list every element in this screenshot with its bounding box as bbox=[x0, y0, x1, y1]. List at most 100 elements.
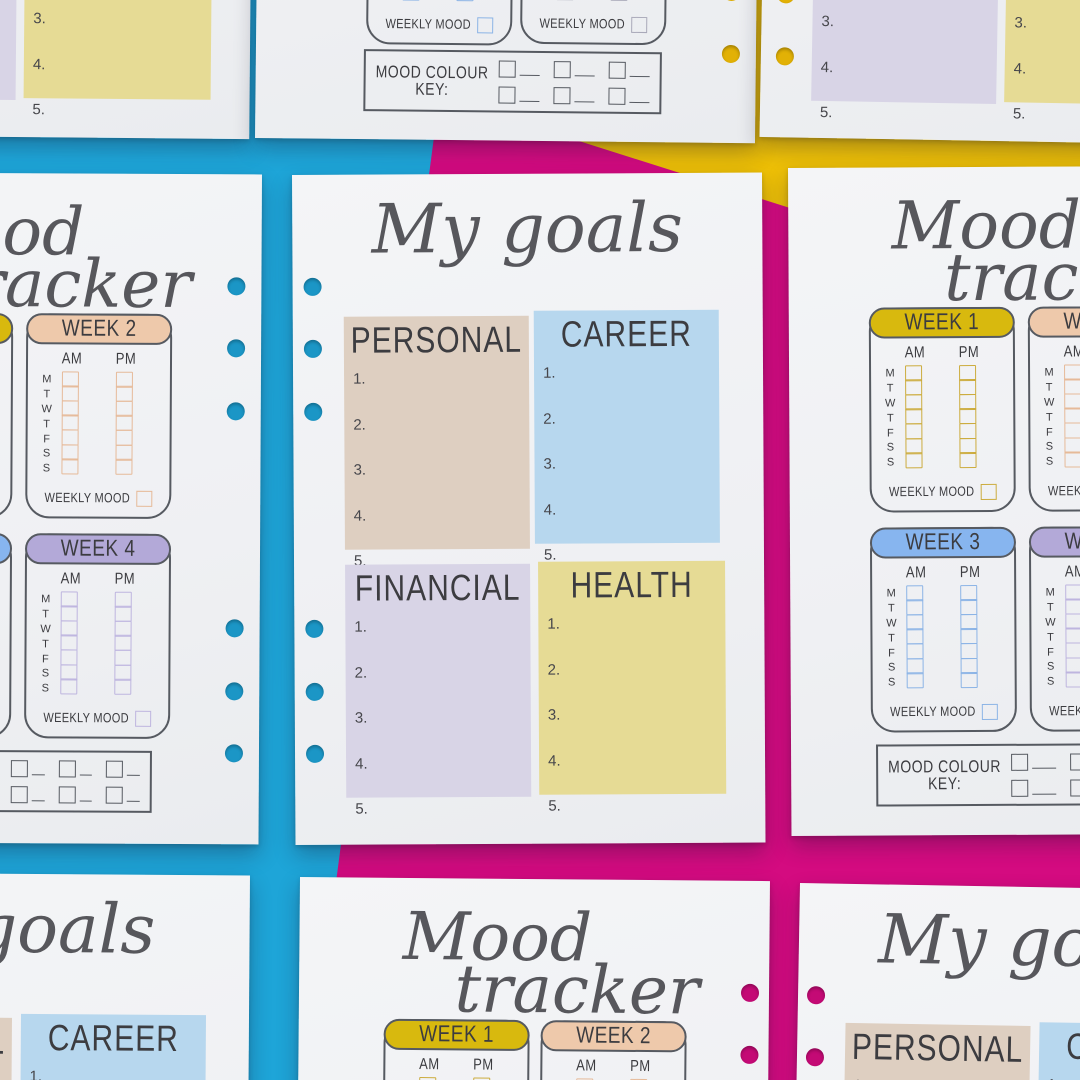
checkbox bbox=[456, 0, 474, 2]
week-label: WEEK 2 bbox=[576, 1022, 652, 1049]
goal-box-title: FINANCIAL bbox=[345, 568, 530, 609]
list-item-label: T bbox=[43, 417, 51, 431]
list-item-label: 4. bbox=[1013, 59, 1027, 78]
goal-box-title: PERSONAL bbox=[0, 1021, 12, 1062]
pm-label: PM bbox=[114, 569, 136, 588]
checkbox bbox=[960, 599, 978, 616]
list-item-label: F bbox=[886, 427, 894, 440]
checkbox bbox=[1064, 378, 1080, 395]
list-item-label: W bbox=[884, 397, 896, 410]
weekly-mood-row: WEEKLY MOOD bbox=[26, 710, 168, 727]
goal-box-personal: PERSONAL 1.2.3.4.5. bbox=[343, 315, 530, 570]
list-item-label: M bbox=[1044, 366, 1054, 379]
week-label: WEEK 3 bbox=[905, 529, 981, 556]
list-item-label: S bbox=[41, 667, 50, 680]
list-item-label: F bbox=[43, 432, 50, 445]
binder-hole bbox=[776, 0, 796, 4]
key-checkbox bbox=[608, 61, 626, 79]
key-checkbox bbox=[1010, 753, 1029, 771]
list-item-label: 4. bbox=[355, 755, 368, 773]
list-item-label: 4. bbox=[548, 752, 561, 770]
key-entry bbox=[1069, 752, 1080, 771]
list-item-label: 3. bbox=[1014, 14, 1028, 32]
list-item-label: F bbox=[888, 647, 895, 660]
weekly-mood-row: WEEKLY MOOD bbox=[873, 703, 1015, 721]
binder-hole bbox=[224, 744, 244, 763]
goal-box-label: PERSONAL bbox=[0, 1020, 6, 1063]
binder-hole bbox=[721, 44, 741, 64]
goal-box-title: CAREER bbox=[21, 1018, 206, 1059]
list-item-label: T bbox=[1047, 631, 1054, 644]
week-label: WEEK 4 bbox=[60, 535, 136, 562]
list-item-label: S bbox=[887, 661, 896, 674]
list-item-label: M bbox=[41, 593, 51, 606]
binder-hole bbox=[740, 1045, 759, 1065]
list-item-label: 5. bbox=[1012, 105, 1026, 123]
checkbox bbox=[906, 672, 924, 689]
list-item-label: M bbox=[886, 587, 896, 600]
goal-item-list: 1.2.3.4.5. bbox=[32, 0, 47, 147]
page-title: My goals bbox=[877, 900, 1080, 985]
key-entry bbox=[608, 87, 650, 105]
weekly-mood-row: WEEKLY MOOD bbox=[0, 709, 9, 726]
list-item-label: W bbox=[1043, 396, 1055, 409]
goal-box-financial: FINANCIAL 1.2.3.4.5. bbox=[0, 0, 18, 101]
pm-label: PM bbox=[959, 562, 981, 581]
key-checkbox bbox=[1070, 778, 1080, 797]
goal-item-list: 1.2.3.4.5. bbox=[543, 365, 557, 593]
page-title: Mood tracker bbox=[891, 186, 1080, 317]
pm-checkbox-column bbox=[610, 0, 628, 2]
goal-box-title: CAREER bbox=[1039, 1027, 1080, 1070]
checkbox bbox=[114, 605, 132, 623]
list-item-label: 5. bbox=[819, 103, 833, 122]
goal-box-title: CAREER bbox=[534, 314, 719, 355]
list-item-label: S bbox=[42, 462, 51, 475]
weekly-mood-label: WEEKLY MOOD bbox=[1049, 704, 1080, 719]
binder-hole bbox=[305, 682, 324, 701]
am-label: AM bbox=[905, 562, 927, 582]
weekly-mood-label: WEEKLY MOOD bbox=[888, 484, 975, 500]
weekly-mood-row: WEEKLY MOOD bbox=[1031, 483, 1080, 500]
weekly-mood-checkbox bbox=[981, 703, 998, 720]
list-item-label: 1. bbox=[547, 615, 560, 633]
week-pill: WEEK 4 bbox=[1028, 525, 1080, 558]
key-entry bbox=[553, 60, 595, 78]
am-checkbox-column bbox=[906, 584, 924, 689]
key-entry bbox=[58, 785, 93, 803]
goal-box-label: CAREER bbox=[1065, 1026, 1080, 1070]
am-label: AM bbox=[61, 348, 83, 368]
binder-hole bbox=[305, 744, 325, 763]
list-item-label: 3. bbox=[543, 455, 557, 473]
weekly-mood-row: WEEKLY MOOD bbox=[872, 483, 1014, 501]
checkbox bbox=[960, 672, 978, 689]
binder-hole bbox=[775, 47, 795, 66]
week-pill: WEEK 2 bbox=[1027, 305, 1080, 338]
week-label: WEEK 2 bbox=[1063, 308, 1080, 335]
key-entry bbox=[1010, 753, 1057, 771]
checkbox bbox=[114, 678, 132, 696]
key-checkbox bbox=[1069, 752, 1080, 771]
list-item-label: T bbox=[888, 632, 895, 645]
key-entry bbox=[1070, 778, 1080, 797]
page-goals-top-right: FINANCIAL 1.2.3.4.5. HEALTH 1.2.3.4.5. bbox=[759, 0, 1080, 146]
am-label: AM bbox=[576, 1055, 597, 1075]
